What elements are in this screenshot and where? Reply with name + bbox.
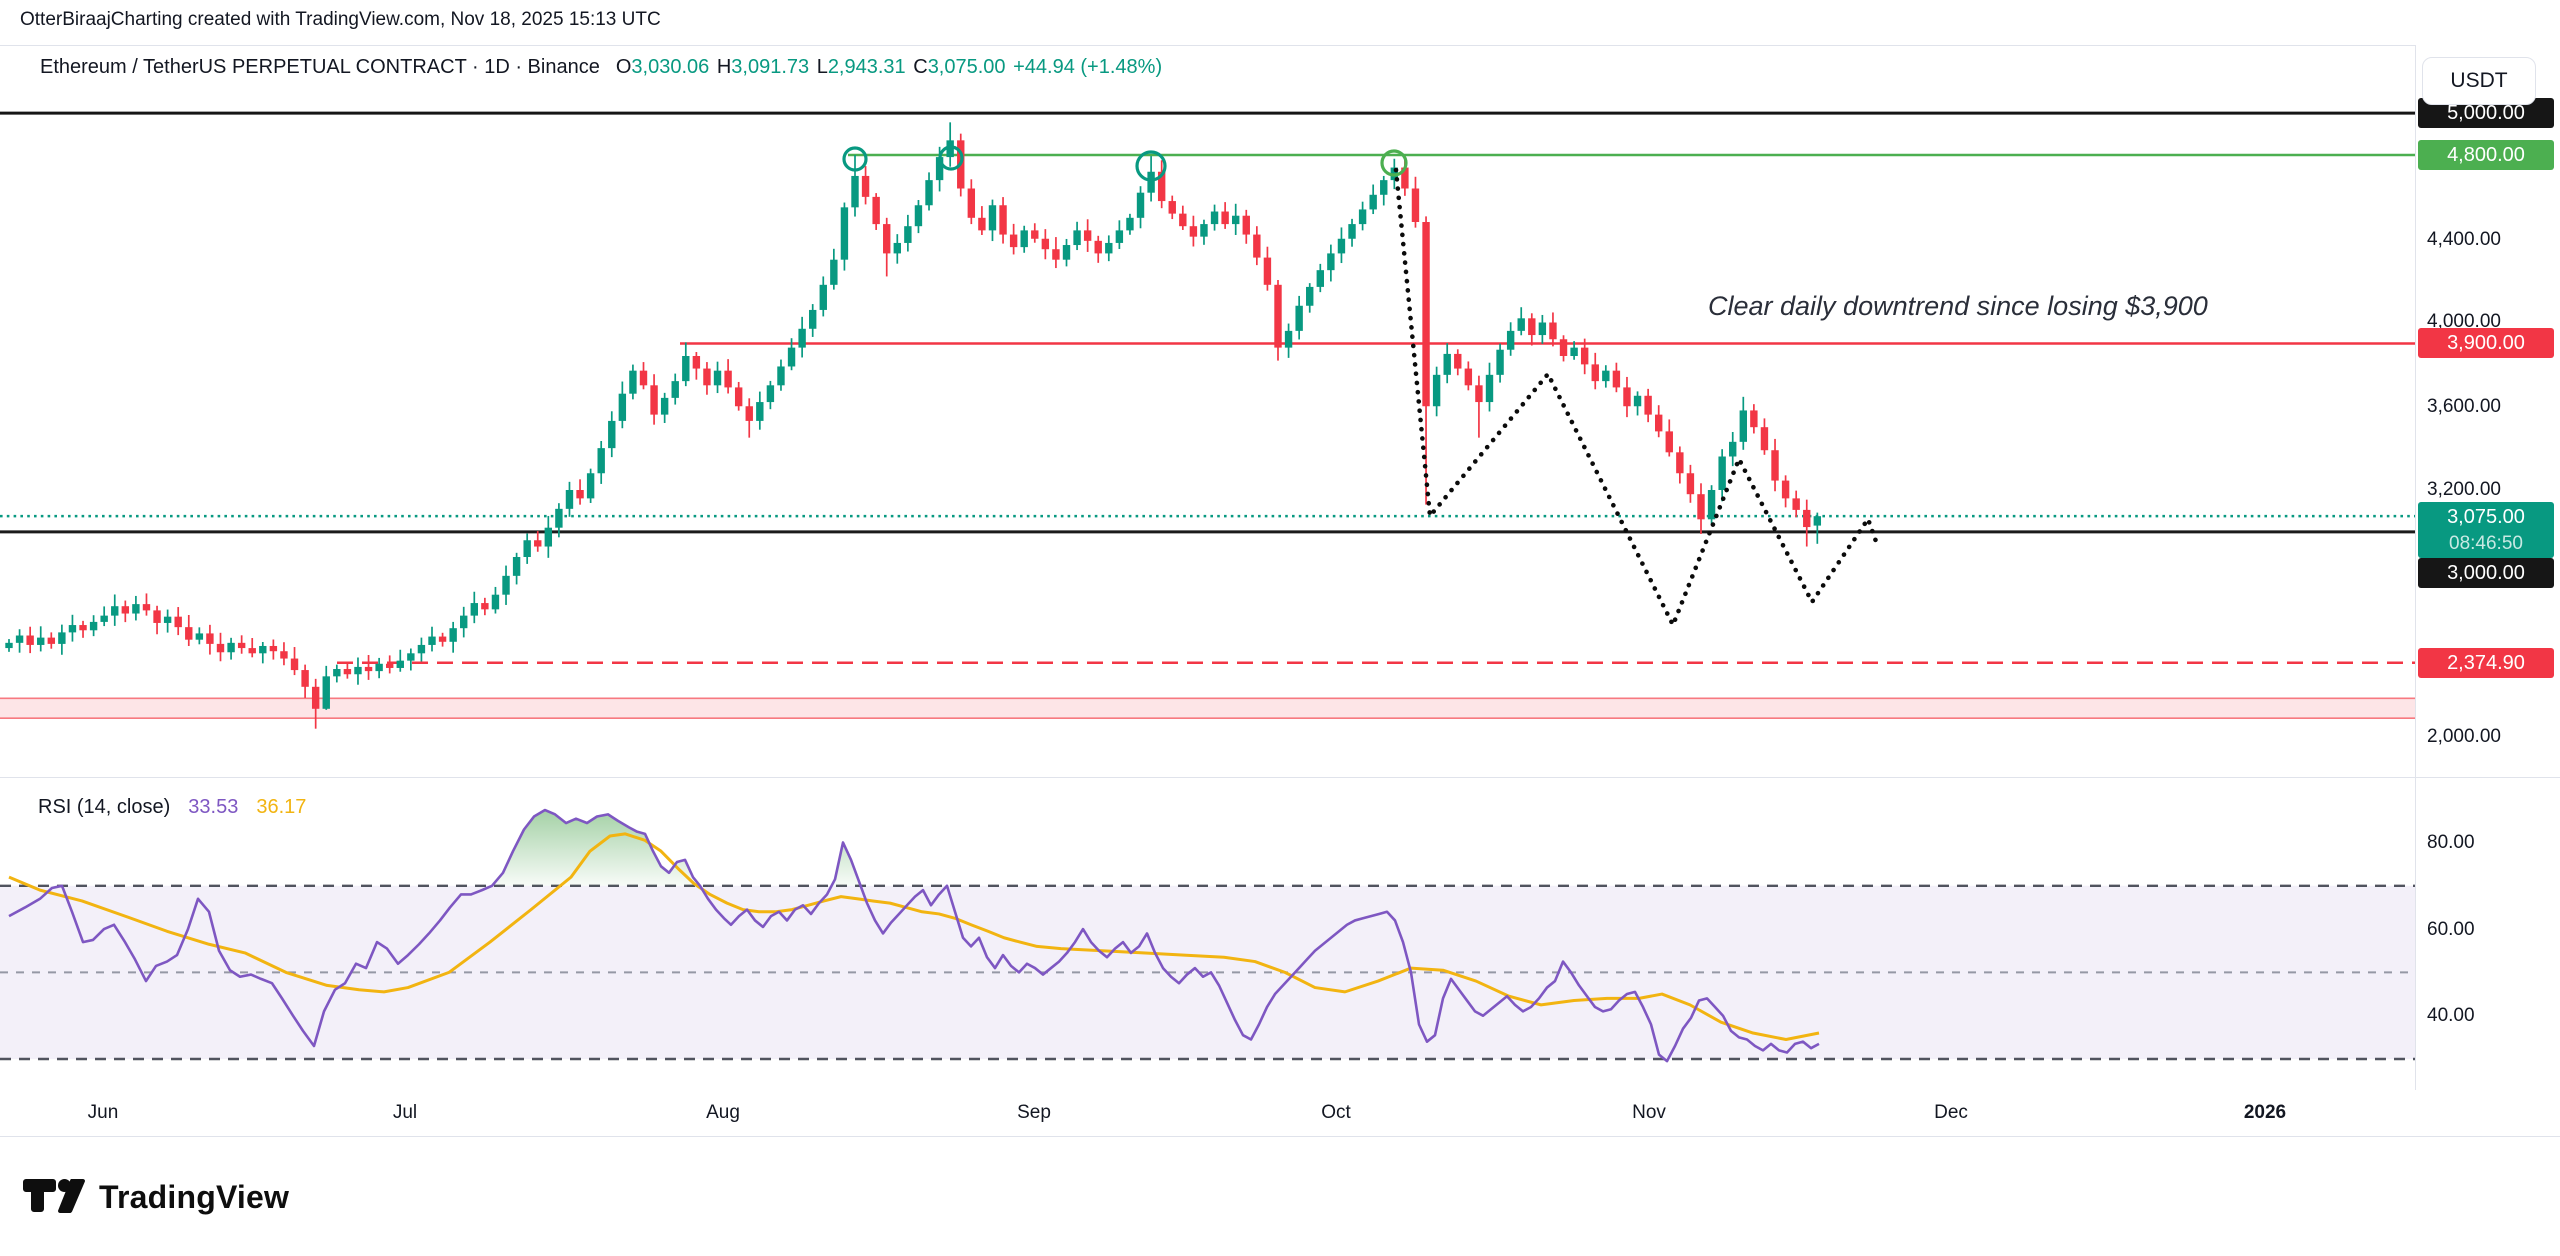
price-badge-300000: 3,000.00: [2418, 558, 2554, 588]
price-tick: 2,000.00: [2427, 726, 2501, 747]
price-badge-390000: 3,900.00: [2418, 328, 2554, 358]
rsi-ma-value: 36.17: [256, 796, 307, 818]
time-label-dec: Dec: [1934, 1102, 1968, 1123]
tradingview-logo-text: TradingView: [99, 1178, 290, 1215]
rsi-tick: 40.00: [2427, 1005, 2475, 1026]
symbol-title[interactable]: Ethereum / TetherUS PERPETUAL CONTRACT ·…: [40, 55, 600, 78]
rsi-tick: 60.00: [2427, 919, 2475, 940]
open-value: 3,030.06: [631, 55, 710, 78]
price-chart[interactable]: [0, 0, 2415, 1140]
time-label-2026: 2026: [2243, 1102, 2287, 1123]
widget-bottom-border: [0, 1136, 2560, 1137]
close-label: C: [913, 55, 928, 78]
time-label-sep: Sep: [1017, 1102, 1051, 1123]
high-value: 3,091.73: [731, 55, 810, 78]
header-attribution: OtterBiraajCharting created with Trading…: [20, 9, 661, 30]
price-tick: 3,200.00: [2427, 479, 2501, 500]
high-label: H: [716, 55, 732, 78]
header-bar: [0, 0, 2560, 46]
symbol-bar: Ethereum / TetherUS PERPETUAL CONTRACT ·…: [40, 52, 1162, 82]
ohlc-readout: O3,030.06 H3,091.73 L2,943.31 C3,075.00 …: [616, 56, 1162, 79]
time-label-aug: Aug: [706, 1102, 740, 1123]
change-value: +44.94 (+1.48%): [1013, 55, 1163, 78]
time-label-jul: Jul: [392, 1102, 418, 1123]
low-label: L: [816, 55, 828, 78]
rsi-legend: RSI (14, close) 33.53 36.17: [38, 796, 306, 819]
currency-toggle-button[interactable]: USDT: [2422, 57, 2536, 105]
low-value: 2,943.31: [827, 55, 906, 78]
time-label-nov: Nov: [1632, 1102, 1666, 1123]
rsi-value: 33.53: [188, 796, 239, 818]
time-axis[interactable]: Jun Jul Aug Sep Oct Nov Dec 2026: [0, 1090, 2560, 1136]
axis-separator: [2415, 45, 2416, 1136]
pane-separator[interactable]: [0, 777, 2560, 778]
annotation-text[interactable]: Clear daily downtrend since losing $3,90…: [1708, 291, 2208, 321]
rsi-label: RSI (14, close): [38, 796, 171, 818]
tradingview-logo-icon: [23, 1179, 85, 1214]
price-badge-480000: 4,800.00: [2418, 140, 2554, 170]
price-badge-237490: 2,374.90: [2418, 648, 2554, 678]
rsi-tick: 80.00: [2427, 832, 2475, 853]
price-axis[interactable]: 4,400.00 4,000.00 3,600.00 3,200.00 2,000.00…: [2415, 45, 2560, 1090]
price-tick: 4,400.00: [2427, 229, 2501, 250]
countdown-timer: 08:46:50: [2449, 533, 2523, 554]
time-label-oct: Oct: [1321, 1102, 1351, 1123]
price-tick: 3,600.00: [2427, 396, 2501, 417]
price-tick: 4,000.00: [2427, 311, 2501, 332]
close-value: 3,075.00: [927, 55, 1006, 78]
open-label: O: [615, 55, 632, 78]
time-label-jun: Jun: [87, 1102, 119, 1123]
tradingview-logo[interactable]: TradingView: [22, 1178, 289, 1216]
price-badge-307500: 3,075.00 08:46:50: [2418, 502, 2554, 558]
